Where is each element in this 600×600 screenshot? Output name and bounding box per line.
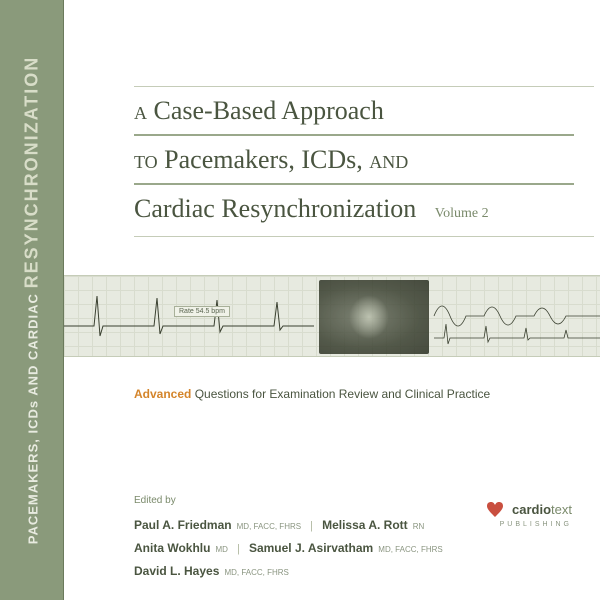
logo-row: cardiotext [486,501,572,519]
editor-cred: MD, FACC, FHRS [237,522,301,531]
editor-cred: RN [413,522,425,531]
subtitle-advanced: Advanced [134,387,191,401]
editor-row-3: David L. Hayes MD, FACC, FHRS [134,560,600,583]
separator: | [310,520,313,532]
title-main-1: Case-Based Approach [154,96,384,125]
editor-cred: MD [216,545,228,554]
rule-1 [134,134,574,136]
title-to: TO [134,152,158,172]
publisher-logo: cardiotext PUBLISHING [486,501,572,528]
editor-name: David L. Hayes [134,564,219,578]
rule-bottom [134,236,594,237]
title-main-3: Cardiac Resynchronization [134,194,416,223]
title-line-2: TO Pacemakers, ICDs, AND [134,142,560,177]
ecg-waveform [64,276,600,358]
book-spine: PACEMAKERS, ICDs AND CARDIAC RESYNCHRONI… [0,0,64,600]
editor-cred: MD, FACC, FHRS [378,545,442,554]
editor-name: Melissa A. Rott [322,518,408,532]
subtitle-rest: Questions for Examination Review and Cli… [191,387,490,401]
logo-text: cardiotext [512,502,572,517]
editor-name: Anita Wokhlu [134,541,210,555]
separator: | [237,543,240,555]
rule-2 [134,183,574,185]
ecg-rate-label: Rate 54.5 bpm [174,306,230,317]
title-a: A [134,103,147,123]
title-block: A Case-Based Approach TO Pacemakers, ICD… [64,0,600,263]
editor-cred: MD, FACC, FHRS [224,568,288,577]
spine-line2: RESYNCHRONIZATION [21,56,41,289]
editor-name: Paul A. Friedman [134,518,232,532]
ecg-trace-2 [434,306,600,326]
title-line-1: A Case-Based Approach [134,93,560,128]
editor-row-2: Anita Wokhlu MD | Samuel J. Asirvatham M… [134,537,600,560]
ecg-trace-3 [434,324,600,344]
heart-icon [486,501,504,519]
volume-label: Volume 2 [435,206,489,221]
spine-line1: PACEMAKERS, ICDs AND CARDIAC [25,293,40,544]
editor-name: Samuel J. Asirvatham [249,541,373,555]
title-main-2: Pacemakers, ICDs, [164,145,363,174]
logo-bold: cardio [512,502,551,517]
logo-subtitle: PUBLISHING [486,521,572,528]
front-cover: A Case-Based Approach TO Pacemakers, ICD… [64,0,600,600]
rule-top [134,86,594,87]
spine-title: PACEMAKERS, ICDs AND CARDIAC RESYNCHRONI… [21,56,42,544]
title-and: AND [369,152,408,172]
title-line-3: Cardiac Resynchronization Volume 2 [134,191,560,226]
ecg-strip: Rate 54.5 bpm [64,275,600,357]
logo-light: text [551,502,572,517]
subtitle: Advanced Questions for Examination Revie… [134,387,600,401]
